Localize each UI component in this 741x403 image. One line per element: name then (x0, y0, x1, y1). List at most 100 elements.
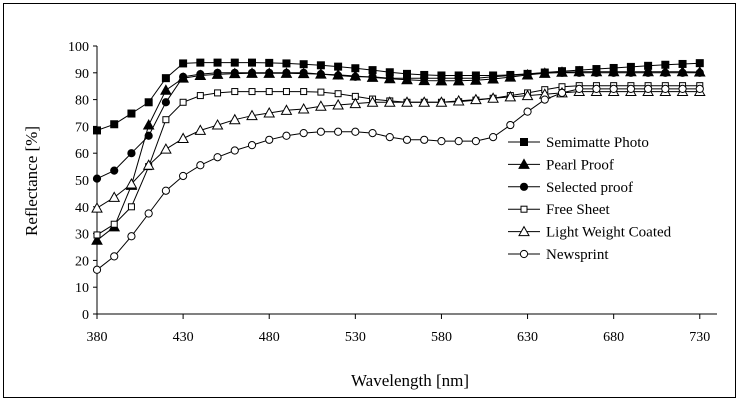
data-point (592, 68, 601, 77)
data-point (504, 90, 517, 102)
data-point (452, 94, 465, 106)
data-point (334, 71, 343, 80)
x-tick-label: 430 (173, 330, 194, 345)
data-point (592, 84, 601, 93)
legend-entry-selected-proof: Selected proof (508, 180, 633, 196)
data-point (177, 132, 189, 143)
x-tick-label: 580 (431, 330, 452, 345)
data-point (93, 126, 101, 135)
data-point (332, 98, 344, 110)
data-point (282, 88, 290, 96)
data-point (334, 127, 343, 136)
series-newsprint (92, 84, 704, 274)
data-point (265, 58, 274, 67)
data-point (265, 68, 274, 77)
data-point (110, 252, 119, 261)
data-point (213, 68, 222, 77)
legend-label: Semimatte Photo (546, 135, 649, 151)
data-point (211, 119, 224, 130)
data-point (678, 84, 687, 93)
series-layer (91, 58, 706, 274)
data-point (125, 177, 138, 189)
data-point (351, 72, 360, 81)
legend-marker (519, 182, 529, 191)
data-point (418, 96, 431, 107)
data-point (144, 98, 153, 107)
data-point (160, 84, 172, 95)
data-point (127, 109, 136, 118)
data-point (349, 97, 362, 109)
y-tick-label: 90 (75, 67, 89, 82)
data-point (557, 68, 567, 77)
data-point (299, 68, 308, 77)
data-point (127, 203, 135, 211)
data-point (644, 84, 653, 93)
data-point (521, 89, 534, 101)
data-point (196, 70, 205, 79)
y-tick-label: 10 (75, 281, 89, 296)
data-point (179, 171, 188, 181)
data-point (437, 74, 446, 83)
data-point (92, 174, 102, 183)
x-tick-label: 630 (517, 330, 538, 345)
data-point (315, 100, 327, 111)
y-tick-label: 80 (75, 94, 89, 109)
data-point (334, 90, 342, 98)
data-point (231, 88, 239, 96)
data-point (385, 74, 394, 83)
legend-entry-newsprint: Newsprint (508, 247, 609, 263)
data-point (297, 102, 310, 114)
legend: Semimatte Photo Pearl Proof Selected proof… (508, 135, 672, 263)
data-point (142, 119, 155, 130)
x-tick-label: 480 (259, 330, 280, 345)
data-point (91, 202, 103, 213)
data-point (454, 74, 463, 83)
y-tick-label: 0 (82, 308, 89, 323)
legend-label: Newsprint (546, 247, 609, 263)
data-point (678, 68, 687, 77)
data-point (247, 68, 257, 77)
data-point (471, 137, 480, 146)
data-point (265, 135, 274, 144)
data-point (247, 141, 257, 150)
data-point (160, 143, 172, 154)
y-tick-label: 30 (75, 228, 89, 243)
data-point (213, 58, 222, 67)
data-point (540, 68, 549, 77)
data-point (282, 59, 291, 68)
x-tick-label: 730 (689, 330, 710, 345)
data-point (299, 60, 308, 69)
legend-entry-pearl-proof: Pearl Proof (508, 157, 614, 173)
data-point (127, 232, 136, 241)
data-point (248, 58, 256, 67)
legend-marker (518, 225, 530, 237)
data-point (368, 72, 377, 81)
data-point (282, 68, 291, 77)
data-point (351, 127, 360, 136)
x-tick-label: 380 (87, 330, 108, 345)
data-point (366, 96, 379, 107)
data-point (435, 96, 448, 107)
data-point (92, 265, 102, 274)
data-point (368, 129, 377, 138)
data-point (316, 70, 325, 79)
data-point (228, 113, 241, 125)
data-point (194, 124, 207, 135)
x-tick-label: 680 (603, 330, 624, 345)
data-point (626, 68, 635, 77)
legend-marker (519, 249, 529, 259)
data-point (401, 96, 413, 107)
data-point (91, 234, 103, 245)
data-point (402, 135, 412, 144)
y-tick-label: 40 (75, 201, 89, 216)
data-point (316, 127, 325, 136)
data-point (196, 92, 204, 100)
data-point (420, 135, 429, 144)
data-point (575, 68, 584, 77)
data-point (110, 166, 119, 175)
data-point (282, 131, 291, 140)
data-point (420, 74, 429, 83)
data-point (300, 88, 308, 96)
legend-label: Free Sheet (546, 202, 611, 218)
data-point (487, 92, 499, 103)
